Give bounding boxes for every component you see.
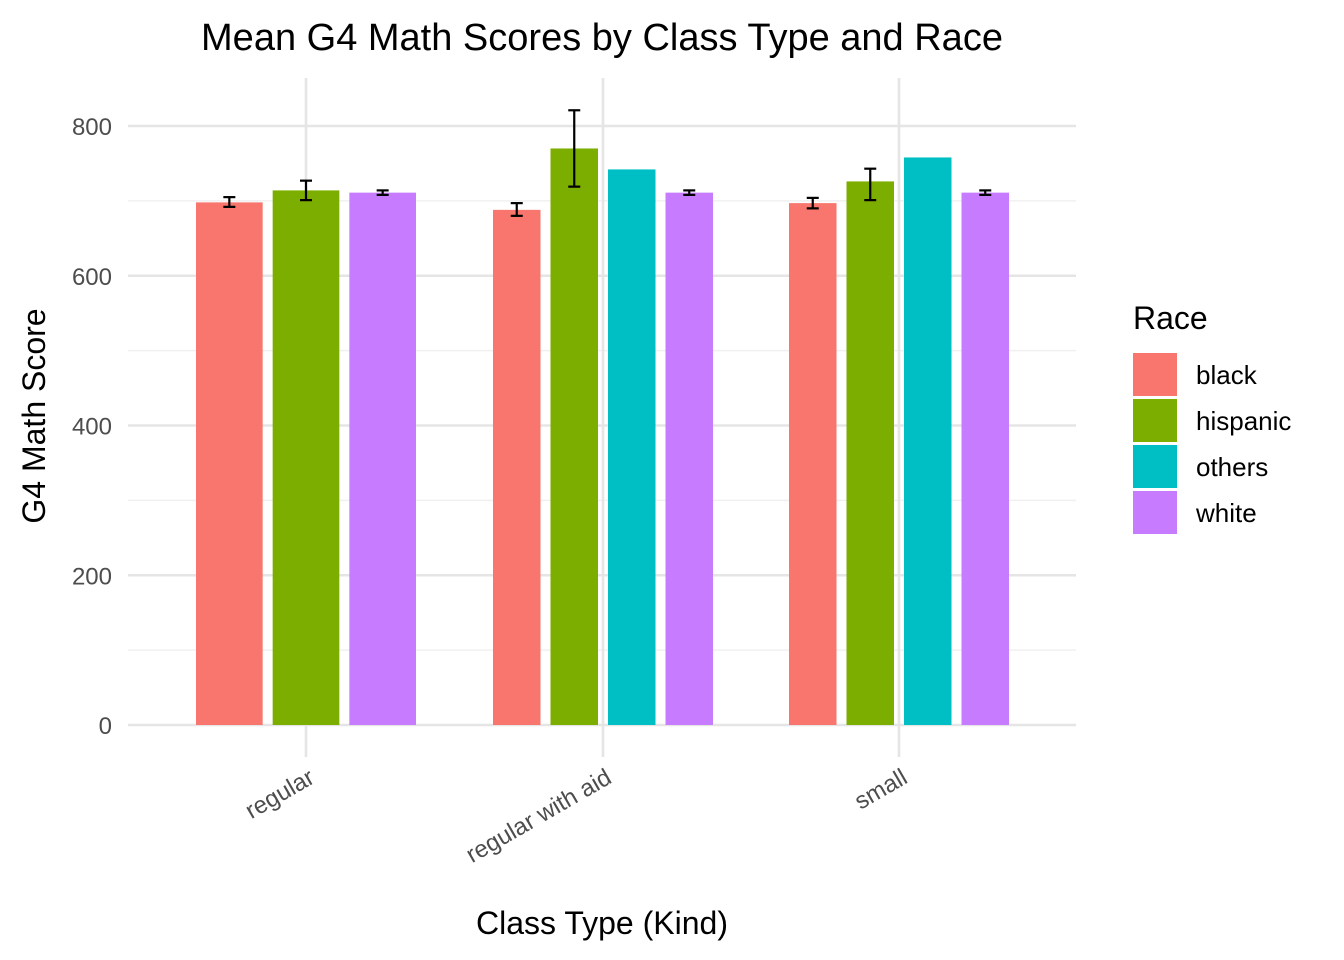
bar-regular-black bbox=[196, 202, 263, 725]
x-tick-label: small bbox=[850, 764, 912, 815]
bars bbox=[196, 148, 1009, 726]
error-bar bbox=[864, 167, 877, 202]
error-bar bbox=[300, 179, 312, 202]
x-tick-label: regular with aid bbox=[462, 764, 616, 869]
legend-key-others bbox=[1133, 445, 1177, 488]
error-bar bbox=[510, 202, 523, 217]
legend-key-white bbox=[1133, 491, 1177, 534]
legend-key-hispanic bbox=[1133, 399, 1177, 442]
error-bar bbox=[806, 196, 819, 210]
error-bar bbox=[568, 109, 581, 188]
bar-small-black bbox=[789, 203, 837, 726]
y-tick-label: 400 bbox=[72, 414, 112, 441]
error-bar bbox=[683, 189, 696, 196]
y-tick-label: 800 bbox=[72, 114, 112, 141]
chart-title: Mean G4 Math Scores by Class Type and Ra… bbox=[201, 17, 1003, 59]
bar-regular-with-aid-black bbox=[493, 209, 541, 726]
legend-label-white: white bbox=[1195, 498, 1257, 528]
y-axis-title: G4 Math Score bbox=[16, 308, 52, 523]
y-tick-label: 600 bbox=[72, 264, 112, 291]
x-tick-label: regular bbox=[241, 764, 319, 825]
bar-small-others bbox=[904, 157, 952, 725]
bar-regular-with-aid-others bbox=[608, 169, 656, 726]
legend-label-hispanic: hispanic bbox=[1196, 406, 1291, 436]
legend-label-black: black bbox=[1196, 360, 1258, 390]
legend-key-black bbox=[1133, 353, 1177, 396]
y-tick-label: 200 bbox=[72, 563, 112, 590]
bar-regular-with-aid-hispanic bbox=[550, 148, 598, 725]
legend: Race black hispanic others white bbox=[1133, 300, 1291, 534]
bar-small-hispanic bbox=[846, 181, 894, 726]
legend-title: Race bbox=[1133, 300, 1208, 336]
x-axis-title: Class Type (Kind) bbox=[476, 905, 728, 941]
bar-regular-hispanic bbox=[272, 190, 340, 725]
y-axis-ticks: 0 200 400 600 800 bbox=[72, 114, 112, 740]
error-bars bbox=[223, 109, 992, 217]
error-bar bbox=[223, 196, 236, 208]
bar-small-white bbox=[961, 192, 1009, 726]
legend-label-others: others bbox=[1196, 452, 1268, 482]
error-bar bbox=[979, 189, 992, 196]
x-axis-ticks: regular regular with aid small bbox=[241, 764, 912, 869]
bar-regular-with-aid-white bbox=[665, 192, 713, 726]
error-bar bbox=[376, 189, 389, 196]
y-tick-label: 0 bbox=[99, 713, 112, 740]
bar-regular-white bbox=[349, 192, 416, 726]
